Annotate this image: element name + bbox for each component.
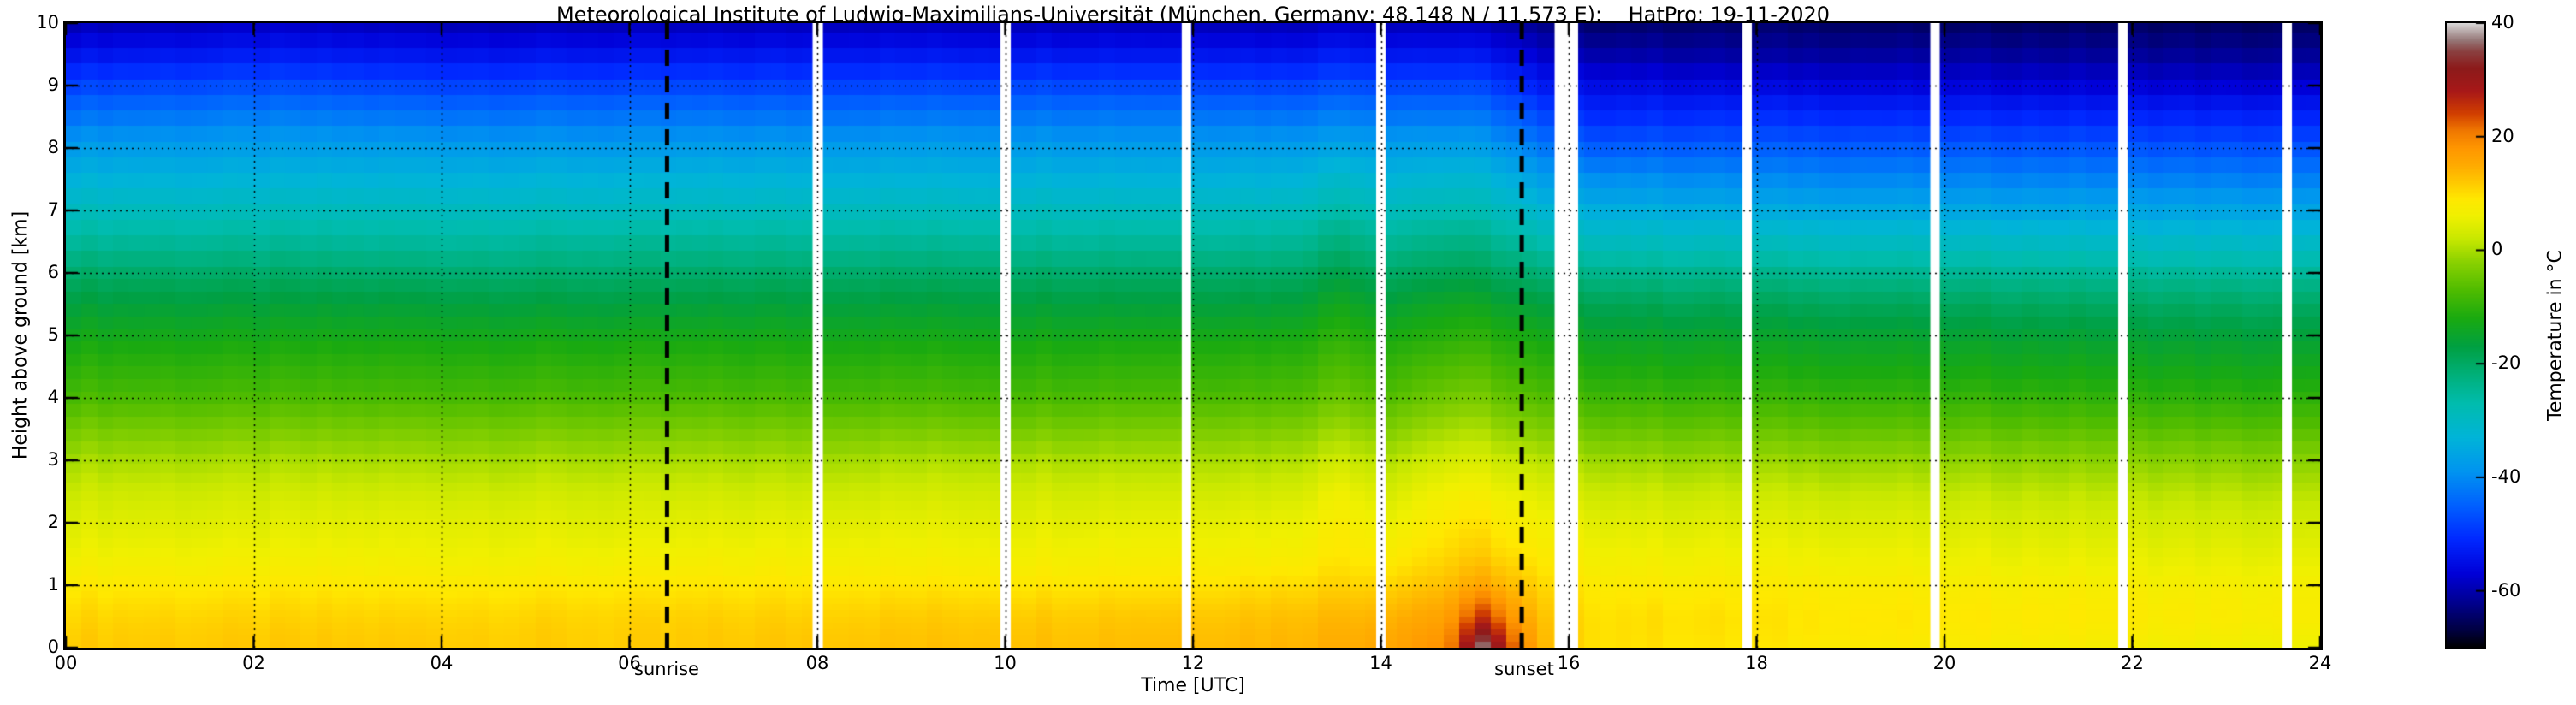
y-tick-label: 2: [47, 512, 59, 532]
y-tick-label: 3: [47, 449, 59, 470]
colorbar-tick-label: 20: [2491, 125, 2514, 146]
sunset-label: sunset: [1494, 659, 1554, 679]
sunrise-label: sunrise: [634, 659, 699, 679]
heatmap-canvas: [66, 23, 2320, 648]
y-tick-label: 6: [47, 262, 59, 282]
y-tick-label: 4: [47, 387, 59, 407]
y-tick-label: 7: [47, 199, 59, 220]
x-tick-label: 22: [2121, 653, 2144, 673]
y-tick-label: 1: [47, 574, 59, 595]
x-tick-label: 24: [2308, 653, 2332, 673]
x-tick-label: 04: [430, 653, 454, 673]
x-tick-label: 16: [1557, 653, 1581, 673]
x-tick-label: 12: [1181, 653, 1205, 673]
y-tick-label: 10: [36, 12, 59, 33]
colorbar-label: Temperature in °C: [2544, 250, 2567, 421]
x-tick-label: 02: [242, 653, 265, 673]
x-tick-label: 18: [1745, 653, 1768, 673]
colorbar-tick-label: -40: [2491, 465, 2521, 487]
x-tick-label: 08: [805, 653, 829, 673]
y-tick-label: 5: [47, 324, 59, 345]
x-tick-label: 06: [618, 653, 641, 673]
y-tick-label: 8: [47, 137, 59, 157]
x-tick-label: 14: [1369, 653, 1392, 673]
colorbar-tick-label: 0: [2491, 239, 2503, 260]
x-axis-label: Time [UTC]: [1141, 675, 1245, 696]
y-tick-label: 9: [47, 74, 59, 95]
y-tick-label: 0: [47, 637, 59, 657]
colorbar-tick-label: 40: [2491, 12, 2514, 33]
x-tick-label: 20: [1932, 653, 1956, 673]
colorbar-tick-label: -20: [2491, 352, 2521, 374]
x-tick-label: 10: [994, 653, 1017, 673]
colorbar-tick-label: -60: [2491, 579, 2521, 601]
colorbar-canvas: [2447, 23, 2484, 648]
x-tick-label: 00: [54, 653, 78, 673]
